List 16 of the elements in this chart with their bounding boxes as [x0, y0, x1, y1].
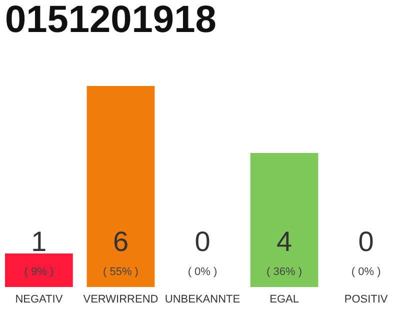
- annotation: ( 0% ): [351, 266, 381, 278]
- x-tick-label: EGAL: [270, 294, 299, 306]
- x-tick-label: POSITIV: [344, 294, 388, 306]
- data-label: 1: [31, 226, 47, 257]
- data-label: 0: [358, 226, 374, 257]
- annotation: ( 0% ): [188, 266, 218, 278]
- annotation: ( 36% ): [266, 266, 302, 278]
- annotation: ( 9% ): [24, 266, 54, 278]
- x-tick-label: UNBEKANNTE: [164, 294, 240, 306]
- x-tick-label: NEGATIV: [15, 294, 64, 306]
- chart-title: 0151201918: [5, 0, 216, 41]
- data-label: 6: [112, 226, 129, 257]
- annotation: ( 55% ): [102, 266, 138, 278]
- data-label: 4: [276, 226, 292, 257]
- data-label: 0: [194, 226, 210, 257]
- x-tick-label: VERWIRREND: [83, 294, 158, 306]
